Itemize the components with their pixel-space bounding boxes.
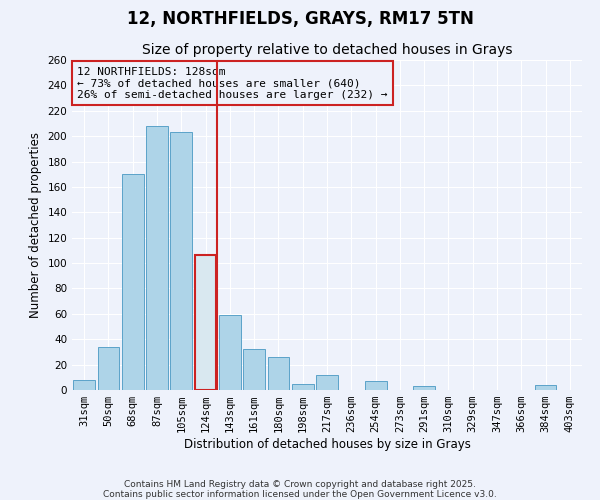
Bar [413,386,435,390]
Bar [243,350,265,390]
Bar [146,126,168,390]
Bar [170,132,192,390]
Bar [219,315,241,390]
X-axis label: Distribution of detached houses by size in Grays: Distribution of detached houses by size … [184,438,470,451]
Text: Contains HM Land Registry data © Crown copyright and database right 2025.: Contains HM Land Registry data © Crown c… [124,480,476,489]
Text: 12 NORTHFIELDS: 128sqm
← 73% of detached houses are smaller (640)
26% of semi-de: 12 NORTHFIELDS: 128sqm ← 73% of detached… [77,66,388,100]
Bar [535,385,556,390]
Bar [194,256,217,390]
Title: Size of property relative to detached houses in Grays: Size of property relative to detached ho… [142,44,512,58]
Bar [122,174,143,390]
Y-axis label: Number of detached properties: Number of detached properties [29,132,42,318]
Text: Contains public sector information licensed under the Open Government Licence v3: Contains public sector information licen… [103,490,497,499]
Bar [268,357,289,390]
Bar [73,380,95,390]
Bar [292,384,314,390]
Bar [316,375,338,390]
Bar [97,347,119,390]
Text: 12, NORTHFIELDS, GRAYS, RM17 5TN: 12, NORTHFIELDS, GRAYS, RM17 5TN [127,10,473,28]
Bar [365,381,386,390]
